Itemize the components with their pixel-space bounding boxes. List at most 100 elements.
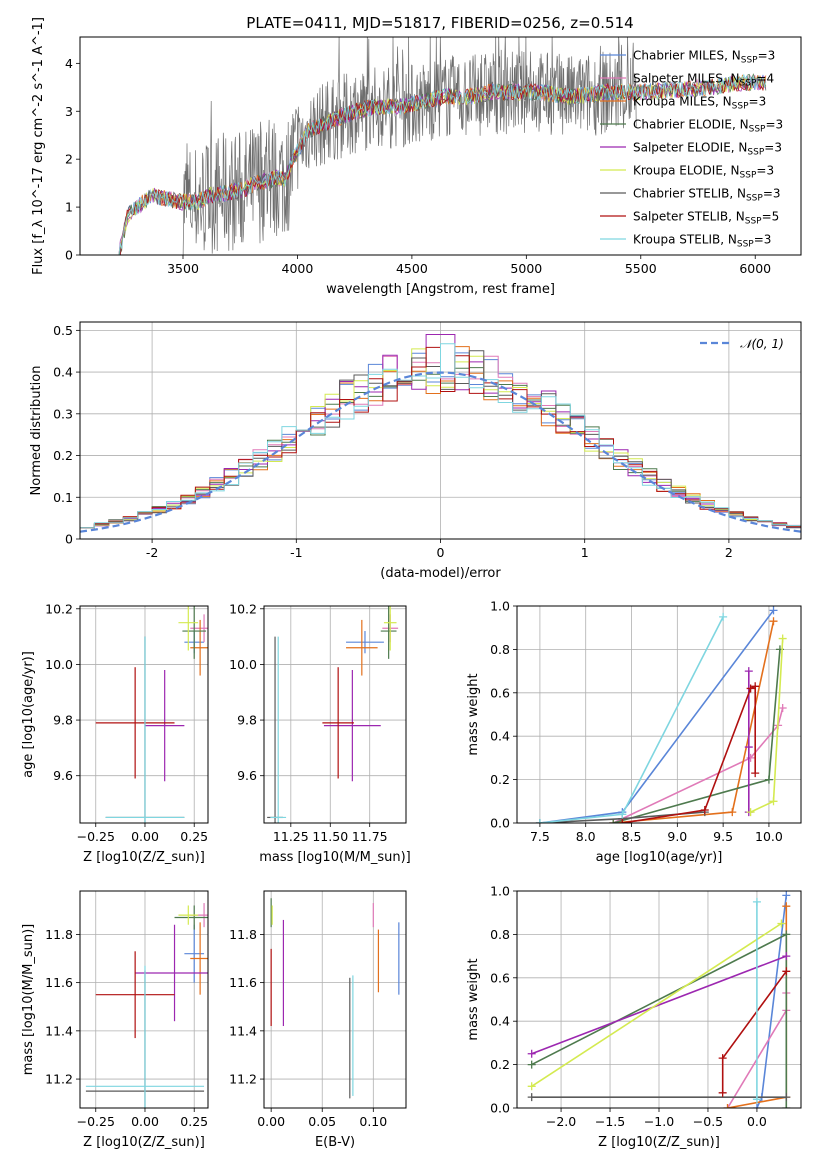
x-tick-label: 1 <box>581 545 589 560</box>
y-tick-label: 0.2 <box>490 1057 510 1072</box>
series-marker <box>527 1082 536 1091</box>
series-marker <box>782 930 791 939</box>
x-tick-label: 0 <box>437 545 445 560</box>
y-tick-label: 0.0 <box>490 816 510 831</box>
y-tick-label: 1.0 <box>490 884 510 899</box>
panel-2: −0.25 0.00 0.25 9.6 9.8 10.0 10.2 Z [log10(Z/Z_… <box>21 601 209 865</box>
y-tick-label: 0.8 <box>490 927 510 942</box>
panel-0: 3500 4000 4500 5000 5500 6000 0 1 2 3 4 wavelength … <box>31 17 802 297</box>
x-tick-label: −1.0 <box>644 1114 674 1129</box>
axes-frame <box>263 890 407 1109</box>
legend-label: Salpeter MILES, NSSP=4 <box>633 72 774 89</box>
series-marker <box>609 819 618 823</box>
y-tick-label: 11.6 <box>229 975 257 990</box>
figure-title: PLATE=0411, MJD=51817, FIBERID=0256, z=0… <box>246 14 633 32</box>
series-marker <box>782 952 791 961</box>
plot-area <box>80 606 208 823</box>
y-tick-label: 0 <box>65 248 73 263</box>
x-tick-label: −0.25 <box>77 1114 115 1129</box>
x-axis-label: wavelength [Angstrom, rest frame] <box>326 282 555 297</box>
x-tick-label: 11.75 <box>352 829 388 844</box>
x-tick-label: −0.25 <box>77 829 115 844</box>
y-tick-label: 11.2 <box>229 1072 257 1087</box>
y-tick-label: 11.4 <box>229 1023 257 1038</box>
y-axis-label: mass weight <box>466 673 481 755</box>
series-line <box>531 955 787 1055</box>
x-tick-label: -1 <box>290 545 302 560</box>
x-tick-label: 10.0 <box>755 829 783 844</box>
series-marker <box>618 819 627 823</box>
y-tick-label: 0.2 <box>53 448 73 463</box>
series-marker <box>746 808 755 817</box>
y-axis-label: mass [log10(M/M_sun)] <box>21 924 36 1076</box>
x-tick-label: 0.0 <box>747 1114 767 1129</box>
series-marker <box>719 612 728 621</box>
legend-label: Chabrier ELODIE, NSSP=3 <box>633 118 783 135</box>
panel-7: −2.0 −1.5 −1.0 −0.5 0.0 0.0 0.2 0.4 0.6 0.8 1.0 Z [… <box>466 884 802 1150</box>
y-tick-label: 0.8 <box>490 642 510 657</box>
plot-area <box>80 322 801 539</box>
panel-1: -2 -1 0 1 2 0 0.1 0.2 0.3 0.4 0.5 (data-model)/erro… <box>29 321 802 581</box>
axes-frame <box>79 321 802 540</box>
plot-area <box>517 891 801 1108</box>
y-tick-label: 11.4 <box>45 1023 73 1038</box>
series-line <box>721 970 787 1093</box>
x-tick-label: 2 <box>725 545 733 560</box>
y-tick-label: 9.6 <box>237 768 257 783</box>
legend-label: Kroupa ELODIE, NSSP=3 <box>633 164 774 181</box>
panel-4: 7.5 8.0 8.5 9.0 9.5 10.0 0.0 0.2 0.4 0.6 0.8 1.0 age… <box>466 599 802 865</box>
panel-3: 11.25 11.50 11.75 9.6 9.8 10.0 10.2 mass [log10… <box>229 601 411 865</box>
x-tick-label: 0.00 <box>257 1114 285 1129</box>
y-tick-label: 10.2 <box>45 601 73 616</box>
y-tick-label: 10.0 <box>45 657 73 672</box>
series-marker <box>752 897 761 906</box>
legend-label: Kroupa STELIB, NSSP=3 <box>633 233 771 250</box>
x-tick-label: 4500 <box>396 261 428 276</box>
x-tick-label: 8.5 <box>622 829 642 844</box>
series-marker <box>718 1054 727 1063</box>
x-axis-label: Z [log10(Z/Z_sun)] <box>598 1135 720 1150</box>
y-tick-label: 0.3 <box>53 406 73 421</box>
y-axis-label: mass weight <box>466 958 481 1040</box>
y-tick-label: 0 <box>65 532 73 547</box>
x-axis-label: mass [log10(M/M_sun)] <box>259 850 411 865</box>
axes-frame <box>79 605 209 824</box>
series-marker <box>751 682 760 691</box>
y-tick-label: 9.6 <box>53 768 73 783</box>
legend-label: 𝒩(0, 1) <box>740 337 784 351</box>
x-tick-label: 0.00 <box>131 829 159 844</box>
legend-label: Salpeter ELODIE, NSSP=3 <box>633 141 782 158</box>
y-tick-label: 0.5 <box>53 323 73 338</box>
series-marker <box>718 1088 727 1097</box>
series-marker <box>752 1095 761 1104</box>
y-tick-label: 2 <box>65 152 73 167</box>
y-tick-label: 9.8 <box>53 713 73 728</box>
x-tick-label: −0.5 <box>693 1114 723 1129</box>
series-marker <box>527 1060 536 1069</box>
y-tick-label: 4 <box>65 56 73 71</box>
x-tick-label: 8.0 <box>576 829 596 844</box>
y-tick-label: 0.1 <box>53 490 73 505</box>
series-marker <box>746 753 755 762</box>
x-tick-label: 9.0 <box>667 829 687 844</box>
series-marker <box>782 967 791 976</box>
y-axis-label: Flux [f_λ 10^-17 erg cm^-2 s^-1 A^-1] <box>31 17 46 275</box>
x-axis-label: age [log10(age/yr)] <box>596 850 723 865</box>
x-tick-label: 0.05 <box>308 1114 336 1129</box>
plot-area <box>264 606 406 823</box>
y-tick-label: 11.8 <box>45 927 73 942</box>
axes-frame <box>79 890 209 1109</box>
x-tick-label: 0.00 <box>131 1114 159 1129</box>
series-marker <box>764 775 773 784</box>
x-tick-label: −1.5 <box>595 1114 625 1129</box>
series-line <box>531 922 782 1087</box>
y-axis-label: age [log10(age/yr)] <box>21 651 36 778</box>
series-marker <box>778 634 787 643</box>
x-tick-label: 0.25 <box>180 829 208 844</box>
model-spectrum-kroupa-stelib <box>118 73 767 255</box>
series-marker <box>723 1104 732 1108</box>
plot-area <box>80 891 208 1108</box>
series-marker <box>535 819 544 823</box>
y-axis-label: Normed distribution <box>29 366 44 496</box>
